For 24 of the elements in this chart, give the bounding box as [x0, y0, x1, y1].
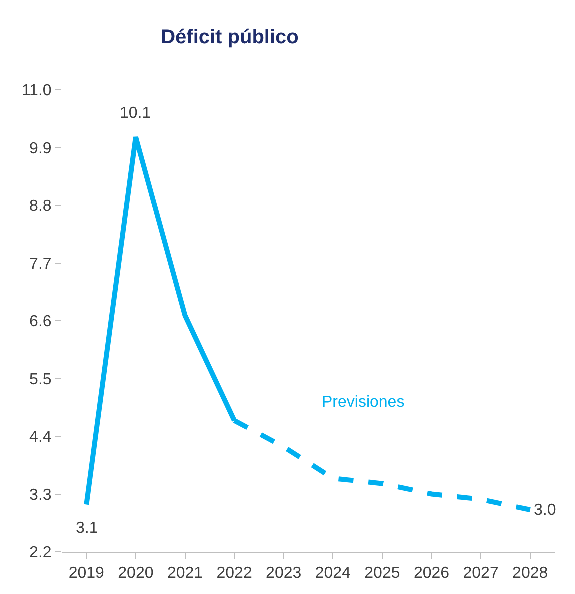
y-tick-label: 8.8: [30, 198, 52, 216]
x-tick-label: 2019: [68, 565, 105, 582]
data-label: 10.1: [120, 105, 152, 122]
y-tick-label: 4.4: [30, 429, 52, 446]
y-tick-label: 2.2: [30, 544, 52, 562]
x-tick-label: 2021: [167, 565, 204, 582]
data-label: 3.1: [76, 520, 98, 537]
x-tick-label: 2020: [118, 565, 154, 582]
y-tick-label: 9.9: [30, 140, 52, 158]
data-label: 3.0: [534, 502, 556, 519]
y-tick-label: 11.0: [22, 82, 52, 100]
annotation: Previsiones: [322, 394, 405, 411]
chart-title: Déficit público: [161, 26, 299, 49]
x-tick-label: 2022: [216, 565, 252, 582]
y-tick-label: 3.3: [30, 486, 52, 504]
x-tick-label: 2024: [315, 565, 352, 582]
y-tick-label: 7.7: [30, 256, 52, 273]
y-tick-label: 5.5: [30, 371, 52, 388]
x-tick-label: 2023: [266, 565, 302, 582]
x-tick-label: 2026: [414, 565, 450, 582]
x-tick-label: 2025: [364, 565, 400, 582]
x-tick-label: 2028: [512, 565, 548, 582]
x-tick-label: 2027: [463, 565, 499, 582]
y-tick-label: 6.6: [30, 314, 52, 331]
